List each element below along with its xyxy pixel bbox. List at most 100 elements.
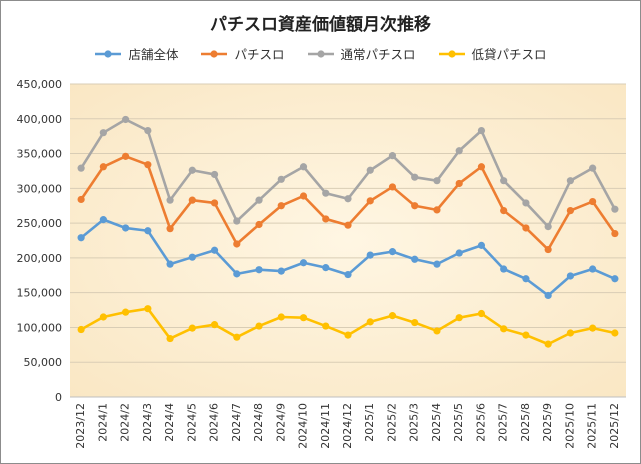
data-point-series-1 (299, 259, 308, 267)
data-point-series-2 (433, 206, 441, 214)
data-point-series-1 (210, 246, 219, 254)
data-point-series-2 (455, 179, 463, 188)
x-tick-label: 2024/7 (230, 403, 243, 442)
data-point-series-2 (166, 225, 174, 233)
data-point-series-4 (522, 331, 530, 339)
data-point-series-2 (299, 192, 308, 200)
data-point-series-3 (477, 127, 486, 135)
y-tick-label: 200,000 (17, 252, 63, 265)
data-point-series-1 (255, 266, 263, 274)
data-point-series-3 (433, 177, 441, 185)
data-point-series-1 (233, 270, 241, 278)
legend-label: 通常パチスロ (340, 47, 416, 62)
y-tick-label: 350,000 (17, 148, 63, 161)
data-point-series-3 (188, 166, 196, 174)
y-tick-label: 450,000 (17, 78, 63, 91)
data-point-series-4 (255, 322, 263, 330)
data-point-series-1 (99, 216, 107, 224)
data-point-series-2 (144, 161, 152, 169)
data-point-series-2 (322, 215, 330, 223)
data-point-series-1 (522, 275, 530, 283)
data-point-series-3 (589, 164, 597, 172)
x-tick-label: 2024/10 (297, 403, 310, 449)
x-tick-label: 2025/9 (541, 403, 554, 442)
legend-label: 低貸パチスロ (471, 47, 547, 62)
data-point-series-4 (544, 340, 552, 348)
x-tick-label: 2024/5 (185, 403, 198, 442)
data-point-series-3 (255, 196, 263, 204)
data-point-series-3 (500, 177, 508, 185)
y-tick-label: 300,000 (17, 182, 63, 195)
data-point-series-3 (522, 199, 530, 207)
x-tick-label: 2025/2 (385, 403, 398, 442)
x-tick-label: 2024/11 (319, 403, 332, 449)
x-tick-label: 2025/11 (586, 403, 599, 449)
data-point-series-2 (255, 220, 263, 229)
data-point-series-1 (500, 265, 508, 273)
data-point-series-3 (366, 166, 374, 174)
x-tick-label: 2023/12 (74, 403, 87, 449)
data-point-series-1 (544, 291, 552, 300)
legend-swatch (307, 49, 334, 58)
y-tick-label: 250,000 (17, 217, 63, 230)
data-point-series-2 (611, 229, 619, 238)
x-tick-label: 2024/3 (141, 403, 154, 442)
data-point-series-2 (411, 202, 419, 210)
data-point-series-2 (99, 163, 107, 171)
x-tick-label: 2025/4 (430, 403, 443, 442)
x-tick-label: 2025/12 (608, 403, 621, 449)
data-point-series-4 (500, 325, 508, 333)
data-point-series-4 (299, 314, 308, 322)
data-point-series-3 (299, 163, 308, 171)
x-tick-label: 2024/2 (119, 403, 132, 442)
data-point-series-3 (210, 170, 219, 179)
data-point-series-1 (589, 265, 597, 273)
data-point-series-3 (99, 129, 107, 137)
data-point-series-2 (277, 202, 285, 210)
data-point-series-3 (388, 152, 397, 160)
data-point-series-1 (611, 275, 619, 283)
x-tick-label: 2025/1 (363, 403, 376, 442)
data-point-series-4 (455, 314, 463, 322)
y-tick-label: 0 (55, 391, 62, 404)
legend-item-2: パチスロ (200, 44, 285, 63)
legend-swatch (95, 49, 122, 58)
x-tick-label: 2024/1 (96, 403, 109, 442)
legend-item-1: 店舗全体 (94, 44, 178, 63)
data-point-series-4 (344, 331, 352, 339)
data-point-series-4 (322, 322, 330, 330)
data-point-series-2 (589, 197, 597, 206)
data-point-series-4 (366, 318, 374, 326)
data-point-series-4 (233, 333, 241, 341)
data-point-series-4 (566, 329, 575, 337)
data-point-series-3 (544, 222, 552, 231)
data-point-series-4 (433, 327, 441, 335)
chart-title: パチスロ資産価値額月次推移 (210, 15, 431, 35)
data-point-series-3 (144, 127, 152, 135)
data-point-series-1 (77, 234, 85, 242)
plot-background (70, 84, 626, 397)
data-point-series-1 (122, 224, 130, 232)
x-tick-label: 2025/7 (497, 403, 510, 442)
x-tick-label: 2025/10 (563, 403, 576, 449)
data-point-series-4 (611, 329, 619, 337)
data-point-series-4 (477, 309, 486, 318)
x-tick-label: 2025/5 (452, 403, 465, 442)
legend-swatch (438, 49, 465, 58)
data-point-series-4 (411, 318, 419, 327)
data-point-series-3 (455, 147, 463, 155)
data-point-series-1 (322, 264, 330, 272)
data-point-series-1 (455, 249, 463, 257)
data-point-series-4 (388, 312, 397, 320)
data-point-series-3 (566, 177, 575, 185)
data-point-series-4 (144, 305, 152, 313)
x-tick-label: 2024/12 (341, 403, 354, 449)
x-tick-label: 2025/6 (474, 403, 487, 442)
x-tick-label: 2025/8 (519, 403, 532, 442)
data-point-series-1 (366, 251, 374, 259)
chart-legend: 店舗全体 パチスロ 通常パチスロ 低貸パチスロ (0, 44, 641, 63)
data-point-series-2 (210, 199, 219, 207)
data-point-series-2 (233, 240, 241, 248)
legend-label: パチスロ (234, 47, 285, 62)
